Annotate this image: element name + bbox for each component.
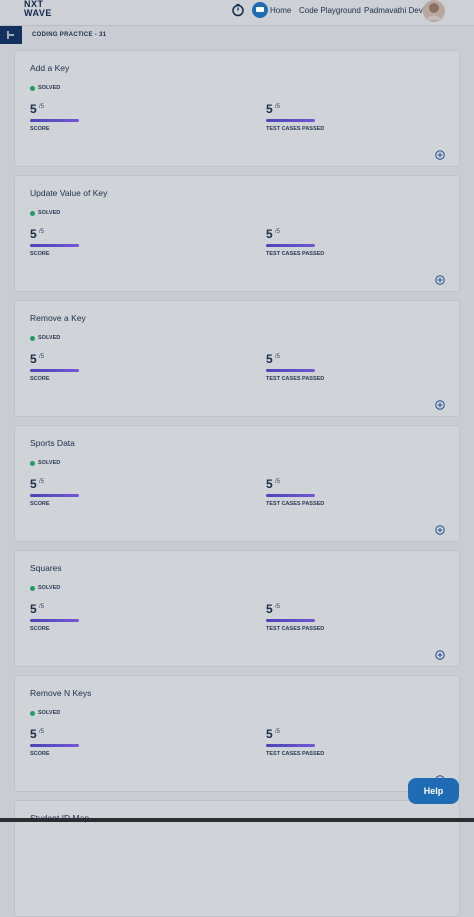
expand-button[interactable]	[435, 397, 445, 415]
expand-button[interactable]	[435, 522, 445, 540]
bottom-edge	[0, 818, 474, 822]
problem-card[interactable]: Sports Data SOLVED 5/5 SCORE 5/5 TEST CASES P…	[14, 425, 460, 542]
tests-value: 5	[266, 477, 273, 491]
score-total: /5	[39, 354, 45, 360]
tests-value: 5	[266, 727, 273, 741]
score-value: 5	[30, 477, 37, 491]
tests-value: 5	[266, 102, 273, 116]
score-progress-bar	[30, 244, 79, 247]
status-label: SOLVED	[38, 335, 61, 341]
tests-progress-bar	[266, 619, 315, 622]
status-label: SOLVED	[38, 460, 61, 466]
score-value: 5	[30, 102, 37, 116]
tests-progress-bar	[266, 369, 315, 372]
tests-label: TEST CASES PASSED	[266, 126, 325, 132]
score-total: /5	[39, 729, 45, 735]
nav-code-playground[interactable]: Code Playground	[299, 6, 361, 15]
tests-total: /5	[275, 229, 281, 235]
card-title: Remove a Key	[30, 313, 86, 323]
score-total: /5	[39, 479, 45, 485]
score-label: SCORE	[30, 126, 50, 132]
score-progress-bar	[30, 619, 79, 622]
expand-button[interactable]	[435, 147, 445, 165]
sidebar-toggle[interactable]	[0, 26, 22, 44]
nav-home[interactable]: Home	[270, 6, 292, 15]
score-progress-bar	[30, 494, 79, 497]
user-name[interactable]: Padmavathi Devi	[364, 6, 425, 15]
card-title: Add a Key	[30, 63, 70, 73]
chat-icon[interactable]	[252, 2, 268, 18]
header: NXT WAVE Home Code Playground Padmavathi…	[0, 0, 474, 26]
tests-total: /5	[275, 354, 281, 360]
tests-progress-bar	[266, 119, 315, 122]
score-label: SCORE	[30, 251, 50, 257]
status-dot	[30, 211, 35, 216]
problem-card[interactable]: Remove N Keys SOLVED 5/5 SCORE 5/5 TEST CASES…	[14, 675, 460, 792]
timer-icon[interactable]	[231, 3, 245, 17]
score-label: SCORE	[30, 376, 50, 382]
card-title: Sports Data	[30, 438, 75, 448]
status-dot	[30, 86, 35, 91]
expand-button[interactable]	[435, 272, 445, 290]
status-label: SOLVED	[38, 710, 61, 716]
score-progress-bar	[30, 744, 79, 747]
problem-card[interactable]: Add a Key SOLVED 5/5 SCORE 5/5 TEST CASES PAS…	[14, 50, 460, 167]
tests-total: /5	[275, 104, 281, 110]
card-title: Update Value of Key	[30, 188, 108, 198]
status-dot	[30, 586, 35, 591]
score-value: 5	[30, 602, 37, 616]
score-progress-bar	[30, 119, 79, 122]
score-value: 5	[30, 727, 37, 741]
card-title: Remove N Keys	[30, 688, 92, 698]
card-title: Squares	[30, 563, 62, 573]
help-button[interactable]: Help	[408, 778, 459, 804]
score-label: SCORE	[30, 501, 50, 507]
tests-label: TEST CASES PASSED	[266, 501, 325, 507]
status-dot	[30, 711, 35, 716]
problem-card[interactable]: Remove a Key SOLVED 5/5 SCORE 5/5 TEST CASES …	[14, 300, 460, 417]
score-label: SCORE	[30, 751, 50, 757]
tests-label: TEST CASES PASSED	[266, 751, 325, 757]
score-total: /5	[39, 604, 45, 610]
status-dot	[30, 336, 35, 341]
expand-button[interactable]	[435, 647, 445, 665]
breadcrumb-bar	[0, 26, 474, 44]
tests-value: 5	[266, 227, 273, 241]
score-progress-bar	[30, 369, 79, 372]
score-total: /5	[39, 229, 45, 235]
status-label: SOLVED	[38, 210, 61, 216]
tests-progress-bar	[266, 244, 315, 247]
logo-top: NXT	[24, 0, 44, 9]
breadcrumb: CODING PRACTICE - 31	[32, 32, 107, 38]
problem-card[interactable]: Update Value of Key SOLVED 5/5 SCORE 5/5 TEST…	[14, 175, 460, 292]
logo-bottom: WAVE	[24, 8, 52, 18]
tests-label: TEST CASES PASSED	[266, 376, 325, 382]
tests-label: TEST CASES PASSED	[266, 251, 325, 257]
status-label: SOLVED	[38, 85, 61, 91]
score-value: 5	[30, 352, 37, 366]
logo[interactable]: NXT WAVE	[24, 0, 52, 18]
tests-total: /5	[275, 479, 281, 485]
status-label: SOLVED	[38, 585, 61, 591]
score-label: SCORE	[30, 626, 50, 632]
problem-card[interactable]: Squares SOLVED 5/5 SCORE 5/5 TEST CASES PASSE…	[14, 550, 460, 667]
tests-progress-bar	[266, 494, 315, 497]
tests-total: /5	[275, 729, 281, 735]
avatar[interactable]	[422, 0, 446, 23]
tests-progress-bar	[266, 744, 315, 747]
score-value: 5	[30, 227, 37, 241]
tests-label: TEST CASES PASSED	[266, 626, 325, 632]
tests-value: 5	[266, 352, 273, 366]
tests-value: 5	[266, 602, 273, 616]
status-dot	[30, 461, 35, 466]
score-total: /5	[39, 104, 45, 110]
tests-total: /5	[275, 604, 281, 610]
